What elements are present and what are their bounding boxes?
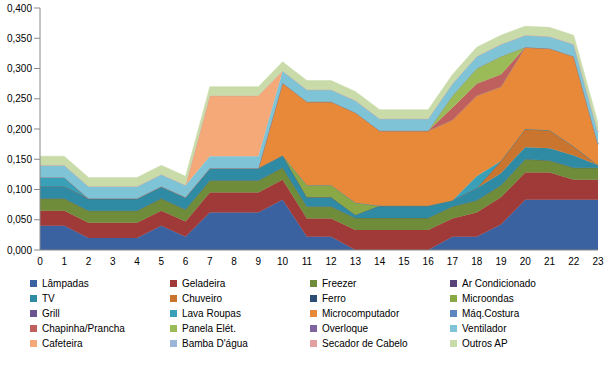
svg-text:6: 6 — [183, 256, 189, 267]
svg-text:0,100: 0,100 — [8, 184, 32, 195]
svg-text:0,400: 0,400 — [8, 3, 32, 14]
svg-text:18: 18 — [471, 256, 483, 267]
svg-text:23: 23 — [592, 256, 604, 267]
html-text:TV: TV — [42, 293, 55, 304]
svg-text:8: 8 — [231, 256, 237, 267]
html-text:Máq.Costura: Máq.Costura — [462, 308, 520, 319]
svg-text:5: 5 — [159, 256, 165, 267]
svg-text:0,250: 0,250 — [8, 93, 32, 104]
html-text:Geladeira: Geladeira — [182, 278, 226, 289]
html-text:Chuveiro: Chuveiro — [182, 293, 222, 304]
svg-text:0: 0 — [37, 256, 43, 267]
svg-text:20: 20 — [520, 256, 532, 267]
html-text:Outros AP: Outros AP — [462, 338, 508, 349]
svg-text:2: 2 — [86, 256, 92, 267]
svg-text:0,050: 0,050 — [8, 214, 32, 225]
html-text:Ar Condicionado: Ar Condicionado — [462, 278, 536, 289]
svg-text:19: 19 — [495, 256, 507, 267]
svg-text:0,300: 0,300 — [8, 63, 32, 74]
html-text:Microcomputador: Microcomputador — [322, 308, 400, 319]
html-text:Bamba D'água: Bamba D'água — [182, 338, 248, 349]
svg-text:16: 16 — [423, 256, 435, 267]
html-text:Overloque: Overloque — [322, 323, 369, 334]
svg-text:9: 9 — [256, 256, 262, 267]
svg-text:15: 15 — [398, 256, 410, 267]
html-text:Ferro: Ferro — [322, 293, 346, 304]
svg-text:17: 17 — [447, 256, 459, 267]
svg-text:0,000: 0,000 — [8, 245, 32, 256]
html-text:Microondas: Microondas — [462, 293, 514, 304]
svg-text:21: 21 — [544, 256, 556, 267]
html-text:Cafeteira: Cafeteira — [42, 338, 83, 349]
svg-text:1: 1 — [61, 256, 67, 267]
svg-text:7: 7 — [207, 256, 213, 267]
svg-text:0,200: 0,200 — [8, 124, 32, 135]
html-text:Panela Elét.: Panela Elét. — [182, 323, 236, 334]
html-text:Freezer: Freezer — [322, 278, 357, 289]
html-text:Grill: Grill — [42, 308, 60, 319]
html-text:Chapinha/Prancha: Chapinha/Prancha — [42, 323, 125, 334]
svg-text:11: 11 — [302, 256, 313, 267]
html-text:Lava Roupas: Lava Roupas — [182, 308, 241, 319]
svg-text:0,150: 0,150 — [8, 154, 32, 165]
svg-text:0,350: 0,350 — [8, 33, 32, 44]
html-text:Ventilador: Ventilador — [462, 323, 507, 334]
svg-text:4: 4 — [134, 256, 140, 267]
svg-text:14: 14 — [374, 256, 386, 267]
html-text:Lâmpadas: Lâmpadas — [42, 278, 89, 289]
svg-text:12: 12 — [326, 256, 338, 267]
svg-text:22: 22 — [568, 256, 580, 267]
svg-text:3: 3 — [110, 256, 116, 267]
svg-text:13: 13 — [350, 256, 362, 267]
svg-text:10: 10 — [277, 256, 289, 267]
html-text:Secador de Cabelo: Secador de Cabelo — [322, 338, 408, 349]
